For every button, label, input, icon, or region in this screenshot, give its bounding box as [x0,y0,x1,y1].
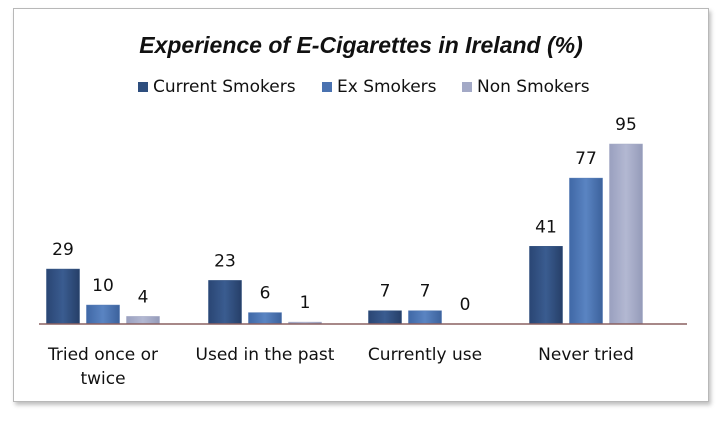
bars [46,143,643,325]
bar-current-smokers-0 [46,268,80,325]
legend-label: Ex Smokers [337,77,437,97]
chart-frame: Experience of E-Cigarettes in Ireland (%… [13,8,709,402]
data-label: 77 [575,149,597,169]
data-label: 4 [138,287,149,307]
data-label: 0 [460,295,471,315]
legend-label: Current Smokers [153,77,296,97]
category-labels: Tried once or twice Used in the past Curren… [47,345,634,389]
bar-ex-smokers-3 [569,177,603,325]
bar-current-smokers-1 [208,280,242,325]
bar-current-smokers-2 [368,310,402,325]
category-label: Currently use [368,345,482,365]
bar-chart: Experience of E-Cigarettes in Ireland (%… [39,32,687,389]
data-label: 29 [52,240,74,260]
data-label: 6 [260,284,271,304]
legend-swatch [322,82,332,92]
data-label: 1 [300,293,311,313]
category-label: Used in the past [196,345,335,365]
data-label: 23 [214,251,236,271]
legend-label: Non Smokers [477,77,590,97]
bar-ex-smokers-2 [408,310,442,325]
data-label: 95 [615,115,637,135]
legend-swatch [138,82,148,92]
data-label: 41 [535,217,557,237]
bar-non-smokers-0 [126,316,160,325]
data-label: 7 [380,282,391,302]
bar-ex-smokers-1 [248,312,282,325]
category-label: twice [80,369,125,389]
legend: Current Smokers Ex Smokers Non Smokers [138,77,590,97]
legend-swatch [462,82,472,92]
bar-non-smokers-3 [609,143,643,325]
chart-title: Experience of E-Cigarettes in Ireland (%… [139,32,583,58]
bar-current-smokers-3 [529,246,563,325]
category-label: Tried once or [47,345,158,365]
data-label: 10 [92,276,114,296]
data-label: 7 [420,282,431,302]
bar-ex-smokers-0 [86,304,120,325]
category-label: Never tried [538,345,634,365]
